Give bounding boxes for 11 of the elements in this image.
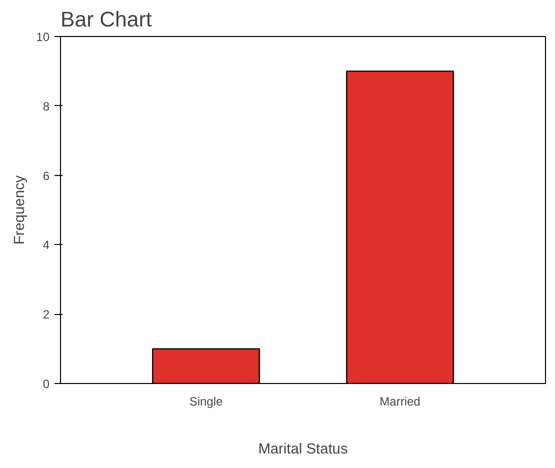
y-tick-label: 8 [42, 99, 50, 114]
x-axis-title: Marital Status [258, 442, 348, 458]
y-tick-label: 2 [42, 308, 50, 322]
y-tick-label: 4 [42, 238, 50, 252]
y-axis-title: Frequency [12, 174, 28, 245]
y-tick-label: 6 [42, 168, 50, 183]
x-tick-label: Single [189, 394, 224, 408]
x-tick-label: Married [380, 394, 420, 408]
y-tick-label: 10 [36, 30, 50, 44]
y-tick-label: 0 [42, 377, 50, 391]
chart-title: Bar Chart [60, 8, 152, 32]
